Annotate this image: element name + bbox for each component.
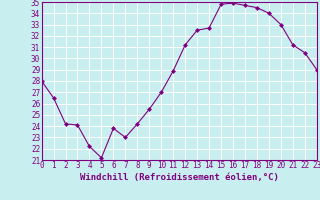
X-axis label: Windchill (Refroidissement éolien,°C): Windchill (Refroidissement éolien,°C) <box>80 173 279 182</box>
